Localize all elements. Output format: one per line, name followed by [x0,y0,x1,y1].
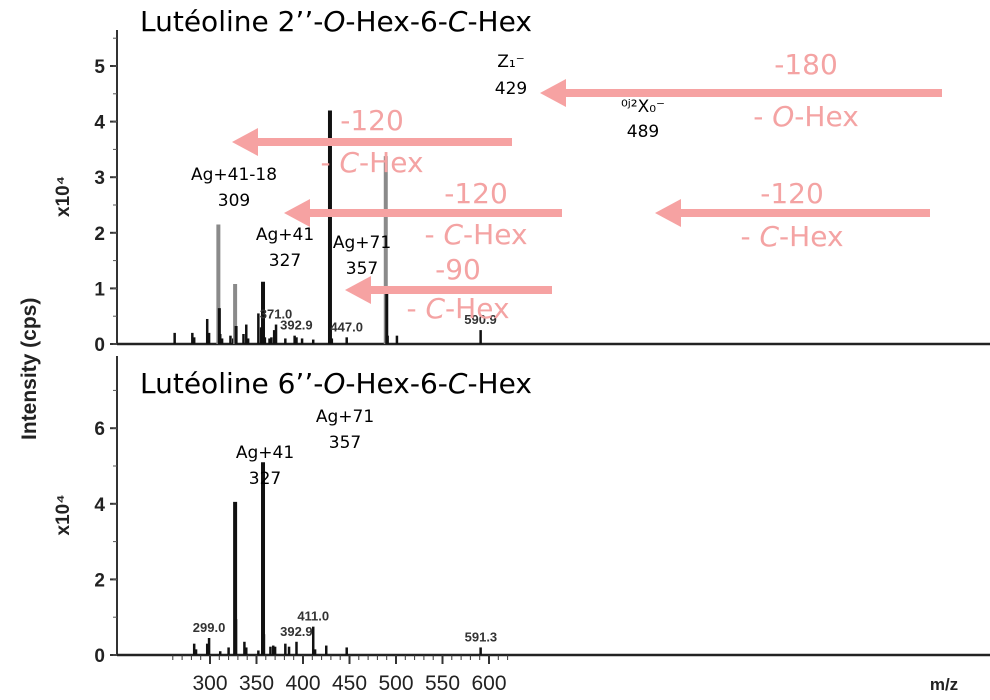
y-axis-title: Intensity (cps) [18,298,41,440]
x-tick-label: 450 [332,672,367,695]
y-tick-label: 6 [94,419,105,440]
loss-type-loss90-part: - [406,292,425,325]
panel-title-part: -Hex [467,5,531,38]
loss-type-loss120b-part: C [443,218,463,251]
loss-type-loss90-part: -Hex [445,292,509,325]
panel-title-part: -Hex [467,367,531,400]
loss-type-loss180: - O-Hex [753,100,859,133]
loss-value-loss120a: -120 [340,104,404,137]
arrow-head-icon [284,199,310,227]
panel-title-part: O [323,367,345,400]
panel-title-part: C [448,5,468,38]
panel-title-part: Lutéoline 6’’- [140,367,323,400]
ion-label-ag357b: 357 [329,433,361,453]
x-tick-label: 400 [285,672,320,695]
ion-label-ag327b: 327 [249,469,281,489]
ion-label-ag327b: Ag+41 [236,443,294,463]
loss-type-loss90: - C-Hex [406,292,509,325]
panel-title-part: -Hex-6- [345,367,447,400]
loss-type-loss180-part: - [753,100,772,133]
y-tick-label: 5 [94,57,105,78]
arrow-head-icon [540,79,566,107]
bottom-spectrum-panel: 0 2 4 6 x10⁴ Lutéoline 6’’-O-Hex-6-C-Hex 299.0… [18,298,990,695]
ion-label-ag357: 357 [346,259,378,279]
loss-type-loss120c: - C-Hex [740,220,843,253]
loss-type-loss90-part: C [425,292,445,325]
peak-mz-label: 411.0 [297,609,329,624]
loss-value-loss120c: -120 [760,177,824,210]
y-tick-label: 0 [94,335,105,356]
y-tick-label: 2 [94,570,105,591]
arrow-head-icon [655,199,681,227]
y-tick-label: 4 [94,495,105,516]
peak-mz-label: 299.0 [193,620,226,635]
ion-label-x0: ⁰ʲ²X₀⁻ [621,97,665,117]
loss-value-loss180: -180 [774,48,838,81]
y-scale-label: x10⁴ [53,176,74,217]
ion-label-ag327: 327 [269,251,301,271]
loss-type-loss120c-part: - [740,220,759,253]
y-tick-label: 1 [94,279,105,300]
loss-type-loss180-part: -Hex [794,100,858,133]
peak-mz-label: 392.9 [280,318,313,333]
ion-label-ag309: 309 [218,191,250,211]
y-tick-label: 4 [94,113,105,134]
y-scale-label: x10⁴ [53,494,74,535]
x-tick-label: 550 [425,672,460,695]
peak-mz-label: 392.9 [280,624,313,639]
x-axis-unit: m/z [930,675,958,694]
ion-label-x0: 489 [627,122,659,142]
x-tick-label: 500 [378,672,413,695]
arrow-head-icon [232,128,258,156]
panel-title: Lutéoline 2’’-O-Hex-6-C-Hex [140,5,532,38]
peak-mz-label: 371.0 [260,307,293,322]
x-tick-label: 300 [192,672,227,695]
loss-type-loss120a-part: C [339,146,359,179]
panel-title: Lutéoline 6’’-O-Hex-6-C-Hex [140,367,532,400]
loss-value-loss90: -90 [435,253,481,286]
loss-type-loss120a-part: - [320,146,339,179]
ion-label-ag327: Ag+41 [256,225,314,245]
panel-title-part: Lutéoline 2’’- [140,5,323,38]
peak-mz-label: 447.0 [330,319,363,334]
x-tick-label: 600 [471,672,506,695]
loss-type-loss120b-part: -Hex [463,218,527,251]
panel-title-part: -Hex-6- [345,5,447,38]
arrow-head-icon [345,276,371,304]
loss-value-loss120b: -120 [444,177,508,210]
ion-label-z1: Z₁⁻ [497,52,524,72]
ion-label-ag357b: Ag+71 [316,407,374,427]
loss-type-loss120c-part: C [759,220,779,253]
ion-label-z1: 429 [495,79,527,99]
loss-type-loss120a: - C-Hex [320,146,423,179]
panel-title-part: C [448,367,468,400]
ion-label-ag309: Ag+41-18 [191,165,277,185]
peak-mz-label: 590.9 [464,312,497,327]
loss-type-loss180-part: O [772,100,794,133]
loss-type-loss120a-part: -Hex [359,146,423,179]
loss-annotations: Z₁⁻ 429 ⁰ʲ²X₀⁻ 489 Ag+41-18 309 Ag+41 327 Ag+71 3… [191,48,942,489]
panel-title-part: O [323,5,345,38]
loss-type-loss120b-part: - [424,218,443,251]
ion-label-ag357: Ag+71 [333,233,391,253]
loss-type-loss120c-part: -Hex [779,220,843,253]
peak-mz-label: 591.3 [465,629,498,644]
x-tick-label: 350 [239,672,274,695]
y-tick-label: 0 [94,646,105,667]
y-tick-label: 2 [94,224,105,245]
loss-type-loss120b: - C-Hex [424,218,527,251]
y-tick-label: 3 [94,168,105,189]
